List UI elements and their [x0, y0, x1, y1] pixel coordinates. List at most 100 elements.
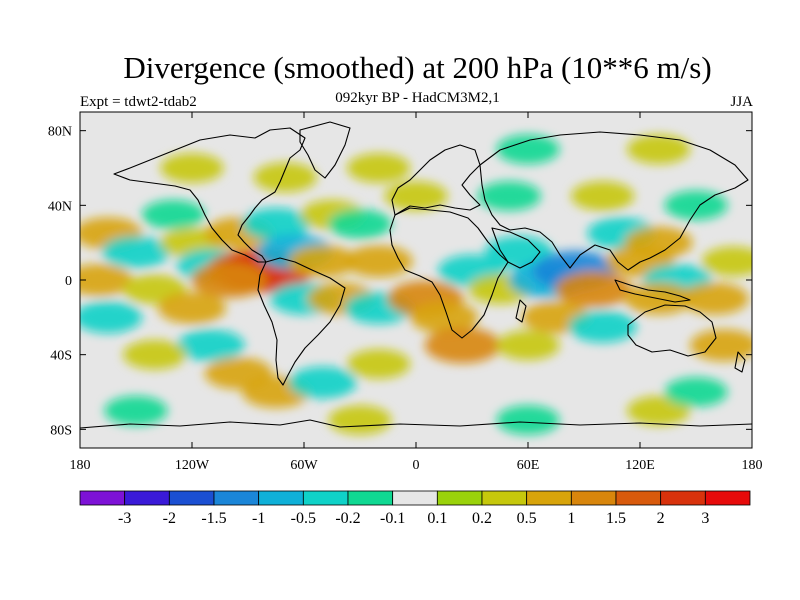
colorbar-swatch-6 [347, 490, 394, 506]
coastline-greenland [299, 121, 351, 179]
coastline-asia [479, 131, 749, 271]
field-region-22 [123, 339, 187, 370]
colorbar-label: 0.1 [427, 510, 447, 527]
field-region-39 [496, 330, 560, 361]
colorbar: -3 -2 -1.5 -1 -0.5 -0.2 -0.1 0.1 0.2 0.5 1 1.5 2 3 [79, 490, 751, 527]
coastline-africa [389, 207, 509, 339]
chart-subtitle: 092kyr BP - HadCM3M2,1 [335, 90, 500, 106]
field-region-21 [176, 329, 245, 362]
coastline-north-america [113, 127, 306, 263]
field-region-30 [424, 327, 501, 364]
colorbar-swatch-11 [570, 490, 617, 506]
colorbar-label: -0.1 [380, 510, 405, 527]
coastline-south-america [257, 257, 346, 386]
field-region-49 [571, 181, 635, 211]
colorbar-swatch-14 [704, 490, 751, 506]
field-region-17 [344, 245, 413, 278]
colorbar-label: -1.5 [201, 510, 226, 527]
chart-title: Divergence (smoothed) at 200 hPa (10**6 … [123, 50, 712, 85]
x-tick-label: 180 [70, 458, 91, 473]
field-region-1 [102, 236, 170, 268]
colorbar-label: 0.5 [517, 510, 537, 527]
colorbar-label: -0.2 [335, 510, 360, 527]
field-region-52 [347, 153, 411, 183]
field-region-2 [80, 264, 133, 296]
field-region-58 [328, 405, 392, 435]
coastline-europe [391, 144, 481, 216]
colorbar-label: -3 [118, 510, 131, 527]
field-region-14 [288, 245, 357, 278]
colorbar-label: -0.5 [291, 510, 316, 527]
field-region-5 [141, 199, 205, 230]
coastline-antarctica [80, 419, 752, 429]
divergence-field [80, 134, 752, 435]
field-region-53 [253, 162, 317, 193]
x-tick-label: 180 [742, 458, 763, 473]
y-tick-label: 0 [65, 274, 72, 289]
field-region-60 [627, 395, 691, 426]
field-region-36 [555, 271, 632, 308]
colorbar-swatch-7 [392, 490, 438, 506]
field-region-12 [242, 208, 310, 240]
coastlines [80, 121, 752, 429]
colorbar-swatch-8 [436, 490, 483, 506]
coastline-indonesia [614, 279, 691, 303]
field-region-59 [496, 405, 560, 435]
field-region-45 [680, 282, 749, 315]
colorbar-label: -2 [163, 510, 176, 527]
field-region-33 [484, 236, 553, 268]
field-region-55 [496, 134, 560, 165]
y-tick-label: 80N [48, 125, 72, 140]
field-region-25 [288, 366, 357, 399]
field-region-54 [160, 153, 224, 183]
field-region-46 [690, 329, 752, 362]
field-region-56 [627, 134, 691, 165]
colorbar-swatch-2 [168, 490, 215, 506]
experiment-label: Expt = tdwt2-tdab2 [80, 94, 197, 110]
colorbar-swatch-1 [124, 490, 170, 506]
field-region-42 [624, 226, 693, 259]
colorbar-label: 1.5 [606, 510, 626, 527]
colorbar-swatch-0 [79, 490, 126, 506]
field-region-20 [158, 292, 226, 324]
colorbar-label: 1 [567, 510, 575, 527]
field-region-10 [191, 262, 268, 298]
colorbar-label: 3 [701, 510, 709, 527]
field-region-38 [568, 310, 637, 343]
x-tick-label: 0 [413, 458, 420, 473]
field-region-4 [80, 301, 142, 334]
x-tick-label: 60E [517, 458, 540, 473]
y-tick-label: 80S [50, 423, 72, 438]
field-region-61 [664, 377, 728, 407]
axes: 180 120W 60W 0 60E 120E 180 80N 40N 0 40S 80S [48, 112, 763, 473]
colorbar-swatch-9 [481, 490, 528, 506]
field-region-16 [328, 209, 392, 239]
y-tick-label: 40N [48, 199, 72, 214]
colorbar-swatch-10 [526, 490, 572, 506]
x-tick-label: 60W [290, 458, 318, 473]
field-region-48 [664, 190, 728, 221]
y-tick-label: 40S [50, 349, 72, 364]
coastline-australia [627, 304, 717, 357]
coastline-madagascar [515, 299, 527, 323]
colorbar-swatch-13 [660, 490, 706, 506]
x-tick-label: 120W [175, 458, 210, 473]
coastline-arabia [491, 227, 541, 269]
field-region-51 [384, 181, 448, 211]
colorbar-swatch-5 [302, 490, 349, 506]
colorbar-swatch-4 [258, 490, 304, 506]
colorbar-label: 0.2 [472, 510, 492, 527]
field-region-26 [347, 349, 411, 379]
colorbar-label: -1 [252, 510, 265, 527]
colorbar-label: 2 [657, 510, 665, 527]
x-tick-label: 120E [625, 458, 655, 473]
field-region-47 [701, 246, 752, 277]
season-label: JJA [730, 94, 753, 110]
field-region-29 [410, 301, 478, 334]
colorbar-swatch-12 [615, 490, 662, 506]
field-region-50 [477, 181, 541, 211]
field-region-57 [104, 395, 168, 426]
colorbar-swatch-3 [213, 490, 260, 506]
coastline-new-zealand [734, 351, 746, 373]
